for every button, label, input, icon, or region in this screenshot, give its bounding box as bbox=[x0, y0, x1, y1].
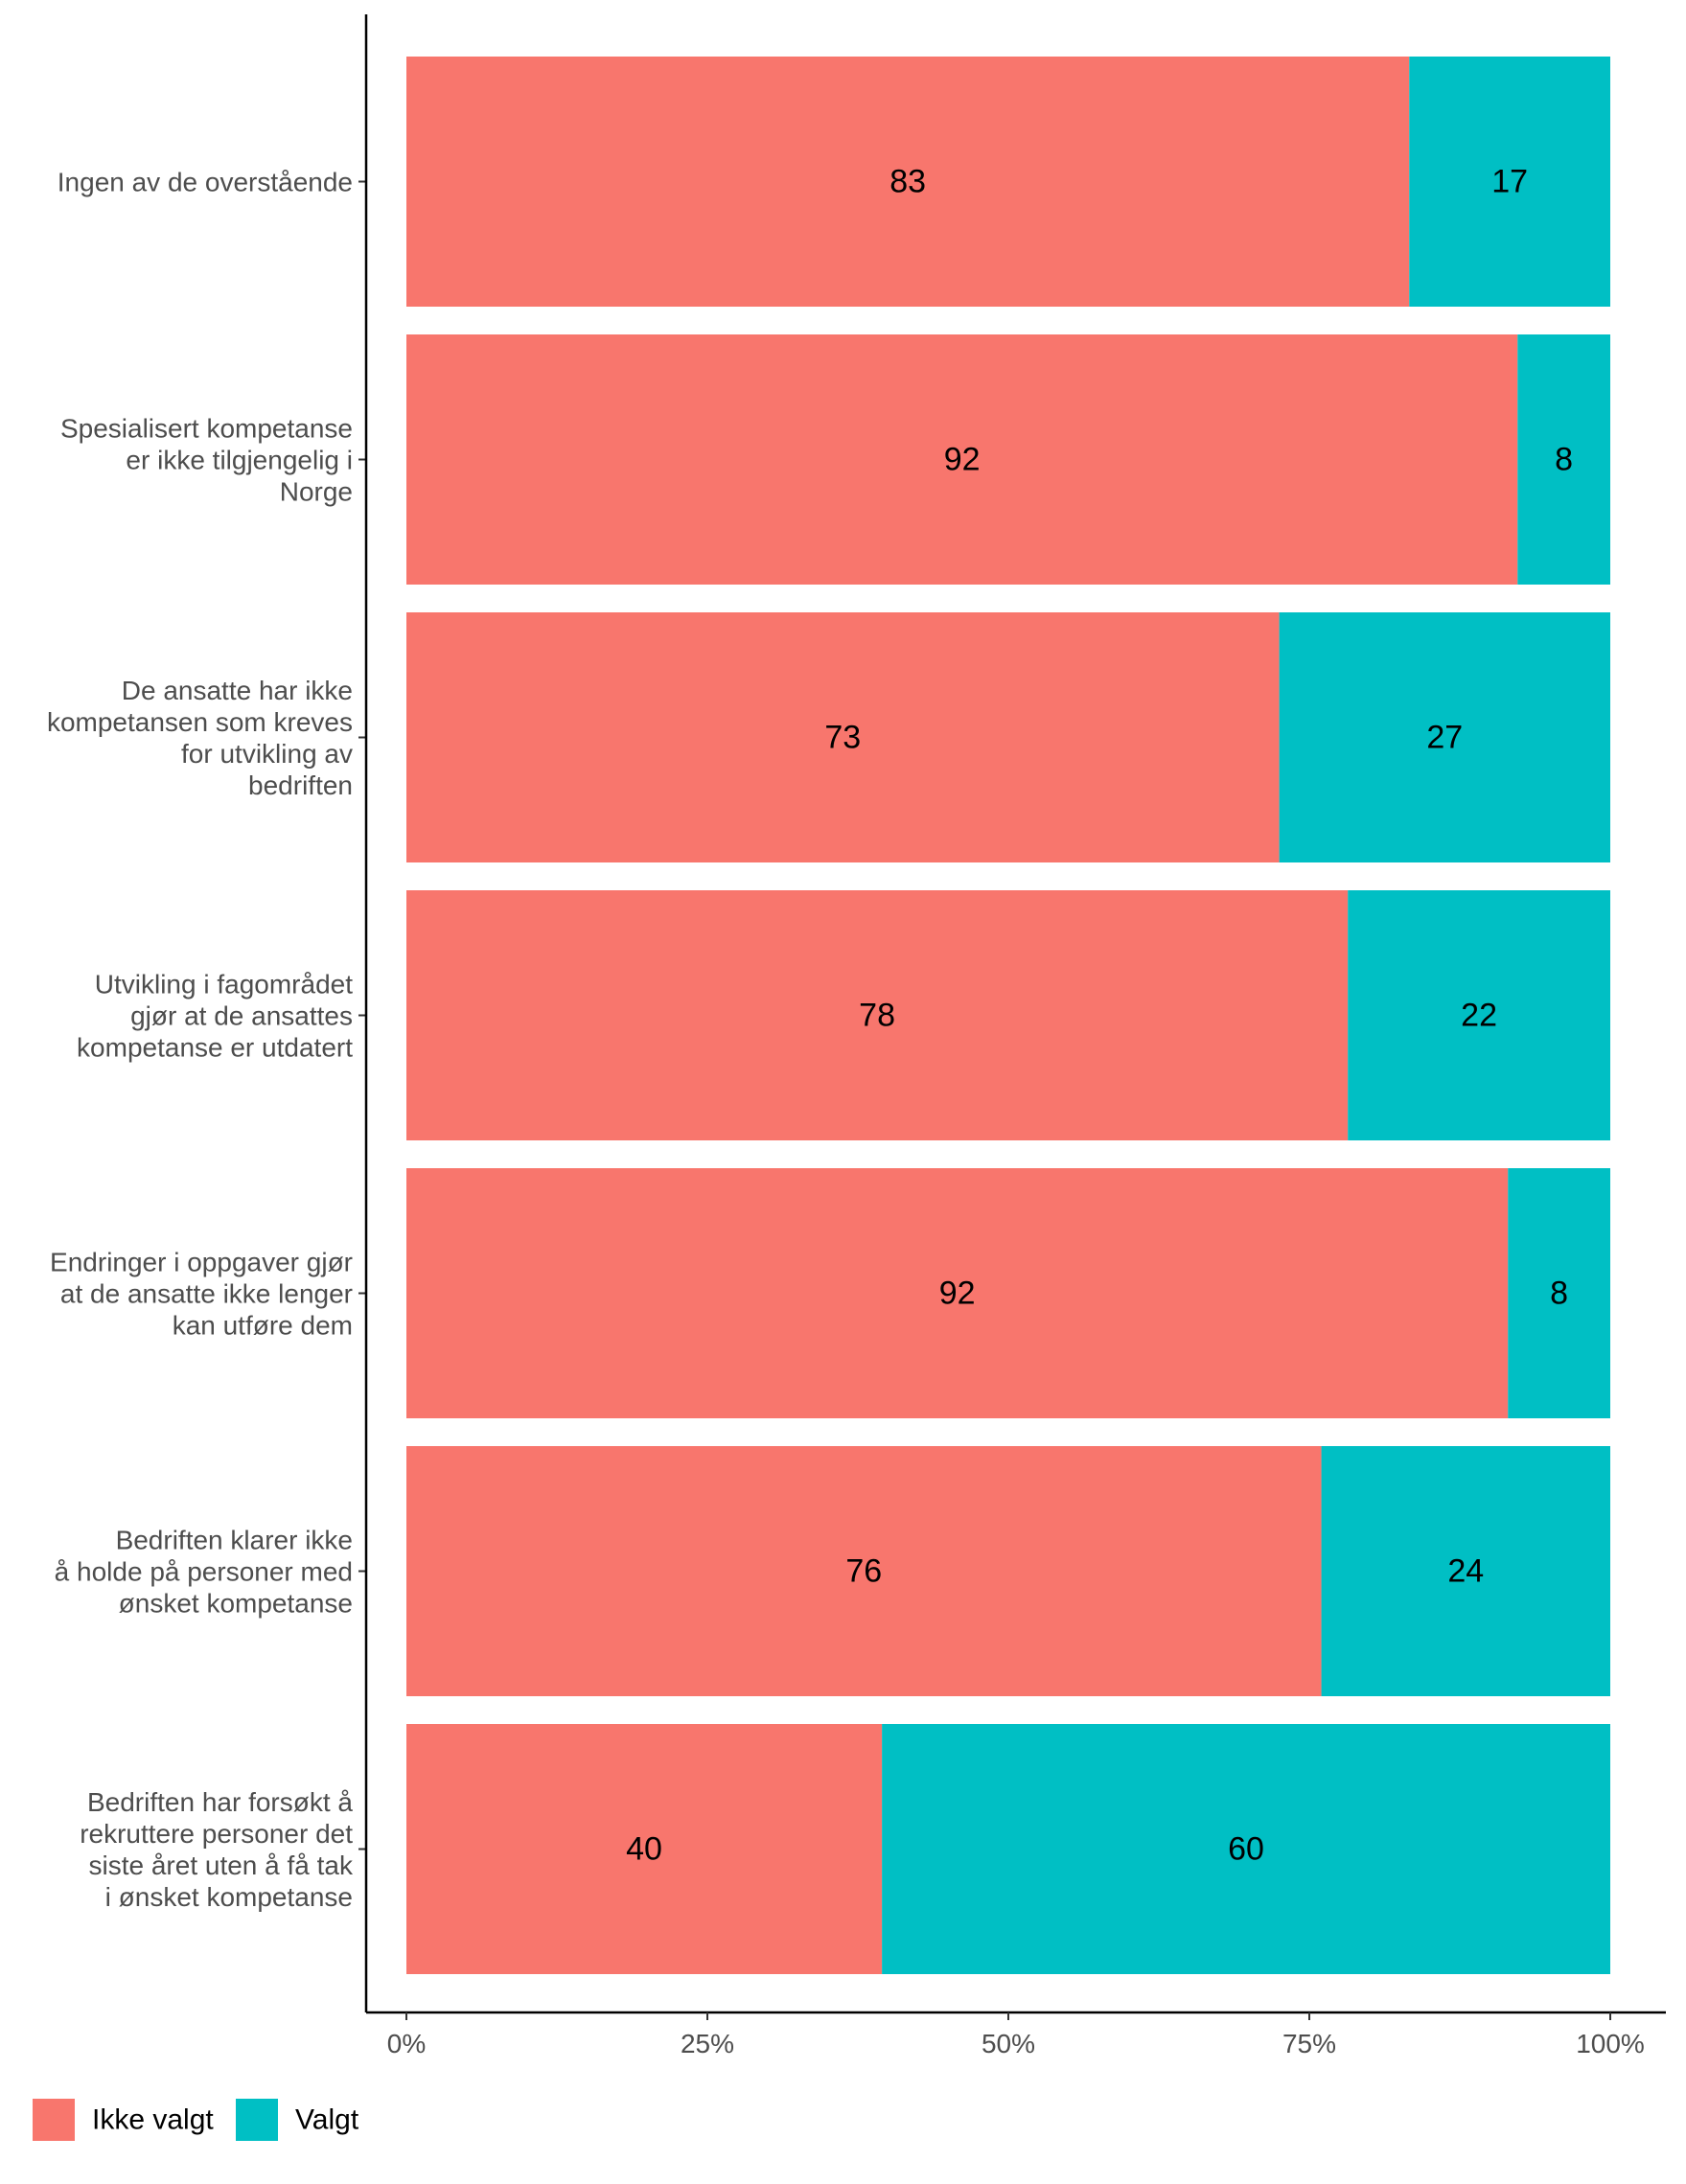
bar-ikke-valgt-4 bbox=[406, 1168, 1509, 1418]
data-label-0-1: 92 bbox=[944, 442, 981, 478]
bar-ikke-valgt-3 bbox=[406, 890, 1349, 1140]
category-label-3: Utvikling i fagområdet gjør at de ansatte… bbox=[77, 969, 353, 1062]
category-label-4: Endringer i oppgaver gjør at de ansatte i… bbox=[50, 1247, 353, 1340]
data-label-1-2: 27 bbox=[1426, 720, 1463, 756]
x-tick-label-2: 50% bbox=[982, 2029, 1035, 2058]
x-tick-label-1: 25% bbox=[681, 2029, 734, 2058]
bar-valgt-1 bbox=[1517, 334, 1610, 585]
data-label-0-2: 73 bbox=[824, 720, 861, 756]
category-label-2: De ansatte har ikke kompetansen som kreve… bbox=[47, 676, 353, 800]
bars-layer bbox=[406, 57, 1610, 1974]
bar-ikke-valgt-0 bbox=[406, 57, 1410, 307]
data-label-1-4: 8 bbox=[1550, 1276, 1568, 1312]
x-axis: 0% 25% 50% 75% 100% bbox=[366, 2011, 1666, 2058]
bar-valgt-4 bbox=[1508, 1168, 1610, 1418]
data-label-0-3: 78 bbox=[859, 998, 895, 1034]
data-label-0-0: 83 bbox=[889, 164, 926, 200]
bar-valgt-0 bbox=[1409, 57, 1610, 307]
bar-valgt-5 bbox=[1321, 1446, 1610, 1696]
category-label-6: Bedriften har forsøkt å rekruttere person… bbox=[80, 1787, 354, 1912]
x-tick-label-4: 100% bbox=[1576, 2029, 1645, 2058]
data-label-1-5: 24 bbox=[1447, 1553, 1484, 1590]
category-label-0: Ingen av de overstående bbox=[58, 167, 353, 196]
bar-ikke-valgt-1 bbox=[406, 334, 1518, 585]
data-label-1-6: 60 bbox=[1228, 1831, 1264, 1868]
bar-valgt-3 bbox=[1348, 890, 1610, 1140]
legend-key-ikke-valgt bbox=[33, 2099, 75, 2141]
bar-data-labels: 83 17 92 8 73 27 78 22 92 8 76 24 40 60 bbox=[626, 164, 1573, 1868]
bar-valgt-6 bbox=[882, 1724, 1610, 1974]
data-label-0-6: 40 bbox=[626, 1831, 662, 1868]
bar-ikke-valgt-6 bbox=[406, 1724, 883, 1974]
data-label-1-0: 17 bbox=[1491, 164, 1528, 200]
bar-valgt-2 bbox=[1279, 612, 1610, 862]
data-label-0-4: 92 bbox=[939, 1276, 976, 1312]
legend-key-valgt bbox=[236, 2099, 278, 2141]
x-tick-label-0: 0% bbox=[387, 2029, 426, 2058]
legend-label-ikke-valgt: Ikke valgt bbox=[92, 2104, 214, 2136]
legend-label-valgt: Valgt bbox=[295, 2104, 359, 2136]
x-tick-label-3: 75% bbox=[1282, 2029, 1336, 2058]
y-axis: Ingen av de overstående Spesialisert komp… bbox=[47, 14, 368, 2012]
legend: Ikke valgt Valgt bbox=[33, 2099, 359, 2141]
bar-ikke-valgt-2 bbox=[406, 612, 1280, 862]
category-label-1: Spesialisert kompetanse er ikke tilgjenge… bbox=[60, 413, 353, 506]
category-label-5: Bedriften klarer ikke å holde på personer… bbox=[55, 1525, 353, 1618]
data-label-1-1: 8 bbox=[1555, 442, 1573, 478]
data-label-0-5: 76 bbox=[845, 1553, 882, 1590]
bar-ikke-valgt-5 bbox=[406, 1446, 1322, 1696]
data-label-1-3: 22 bbox=[1461, 998, 1497, 1034]
